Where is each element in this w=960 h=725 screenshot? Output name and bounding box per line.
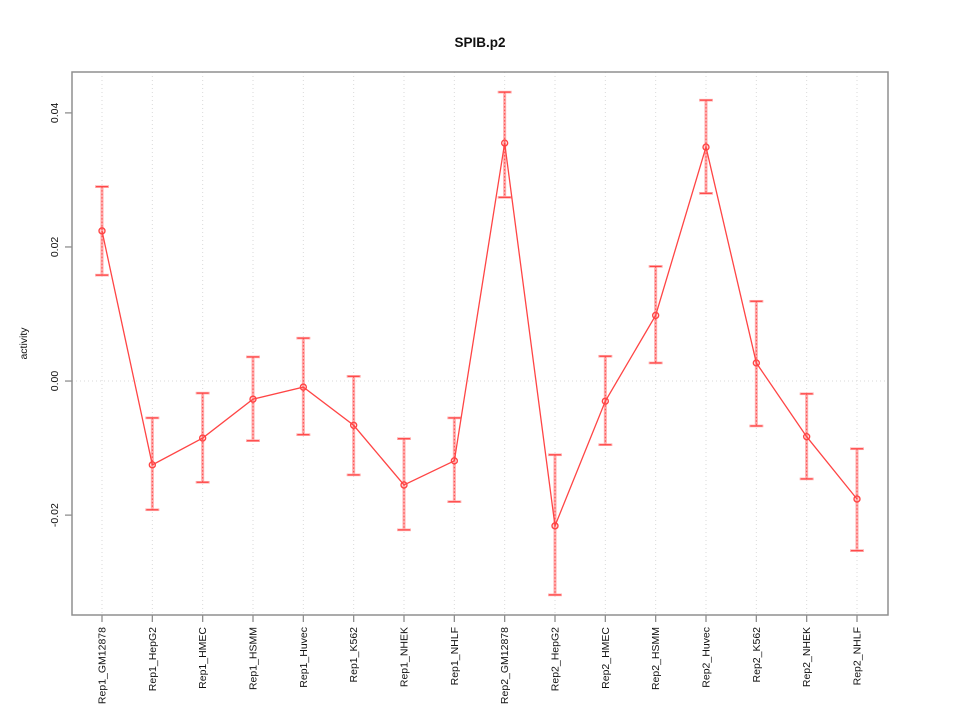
x-tick-label: Rep1_HepG2 (147, 627, 159, 691)
chart-title: SPIB.p2 (454, 35, 505, 50)
y-tick-label: 0.02 (49, 237, 61, 258)
y-tick-label: 0.00 (49, 371, 61, 392)
data-point-marker (702, 143, 710, 151)
data-point-marker (551, 522, 559, 530)
data-point-marker (802, 432, 811, 441)
x-tick-label: Rep2_Huvec (701, 627, 713, 688)
x-tick-label: Rep2_GM12878 (499, 627, 511, 704)
data-point-marker (752, 359, 761, 367)
data-point-marker (148, 461, 157, 469)
x-tick-label: Rep1_NHLF (449, 627, 461, 685)
series-line (101, 142, 858, 529)
data-point-marker (853, 495, 861, 503)
x-tick-label: Rep1_HMEC (197, 627, 209, 689)
x-tick-label: Rep2_HMEC (600, 627, 612, 689)
x-tick-label: Rep1_NHEK (399, 627, 411, 687)
x-tick-label: Rep2_HSMM (650, 627, 662, 690)
x-tick-label: Rep1_K562 (348, 627, 360, 683)
y-axis-title: activity (18, 327, 30, 360)
x-tick-label: Rep1_HSMM (248, 627, 260, 690)
data-point-marker (299, 383, 308, 391)
data-point-marker (98, 227, 106, 235)
data-point-marker (400, 481, 408, 489)
data-point-marker (601, 397, 610, 405)
y-tick-label: -0.02 (49, 503, 61, 527)
data-point-marker (500, 139, 509, 147)
x-tick-label: Rep2_HepG2 (550, 627, 562, 691)
x-tick-label: Rep2_NHLF (852, 627, 864, 685)
data-point-marker (349, 421, 358, 429)
data-point-marker (198, 434, 207, 442)
data-point-marker (450, 457, 459, 465)
data-point-marker (651, 311, 660, 320)
plot-border (71, 71, 889, 616)
x-tick-label: Rep2_NHEK (801, 627, 813, 687)
y-tick-label: 0.04 (49, 103, 61, 124)
data-point-marker (249, 395, 257, 403)
x-tick-label: Rep1_Huvec (298, 627, 310, 688)
x-tick-label: Rep1_GM12878 (97, 627, 109, 704)
x-tick-label: Rep2_K562 (751, 627, 763, 683)
